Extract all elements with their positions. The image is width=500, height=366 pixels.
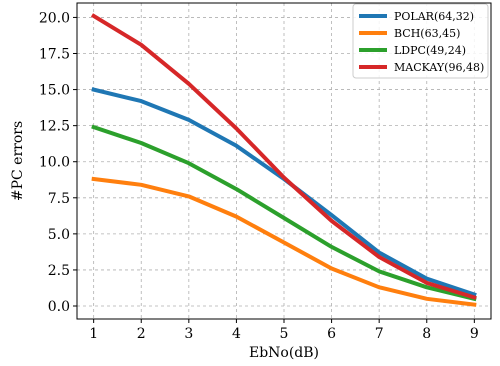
y-tick-label: 0.0 [48,299,70,315]
x-tick-label: 3 [184,326,193,342]
legend-label: LDPC(49,24) [394,44,466,57]
x-tick-label: 8 [422,326,431,342]
x-tick-label: 7 [375,326,384,342]
y-tick-label: 10.0 [39,155,70,171]
y-tick-label: 17.5 [39,47,70,63]
grid-lines [77,3,491,319]
x-tick-label: 1 [89,326,98,342]
y-tick-label: 20.0 [39,10,70,26]
x-tick-label: 4 [232,326,241,342]
series-lines [90,13,477,307]
y-tick-label: 7.5 [48,191,70,207]
series-line-2 [91,124,477,302]
y-tick-label: 2.5 [48,263,70,279]
legend: POLAR(64,32) BCH(63,45) LDPC(49,24) MACKAY(… [352,3,489,79]
x-tick-label: 2 [137,326,146,342]
x-tick-label: 9 [470,326,479,342]
y-tick-label: 5.0 [48,227,70,243]
legend-box [352,3,489,79]
axis-ticks: 1 2 3 4 5 6 7 8 9 0.0 2.5 5.0 7.5 10.0 12.5 15.0 17.5 20.… [39,10,479,342]
legend-label: BCH(63,45) [394,27,460,40]
legend-label: POLAR(64,32) [394,10,474,23]
series-line-3 [90,13,477,300]
legend-label: MACKAY(96,48) [394,61,484,74]
x-tick-label: 6 [327,326,336,342]
x-axis-label: EbNo(dB) [249,345,319,361]
y-axis-label: #PC errors [10,121,26,201]
series-line-1 [91,176,477,307]
x-tick-label: 5 [280,326,289,342]
y-tick-label: 15.0 [39,83,70,99]
y-tick-label: 12.5 [39,119,70,135]
